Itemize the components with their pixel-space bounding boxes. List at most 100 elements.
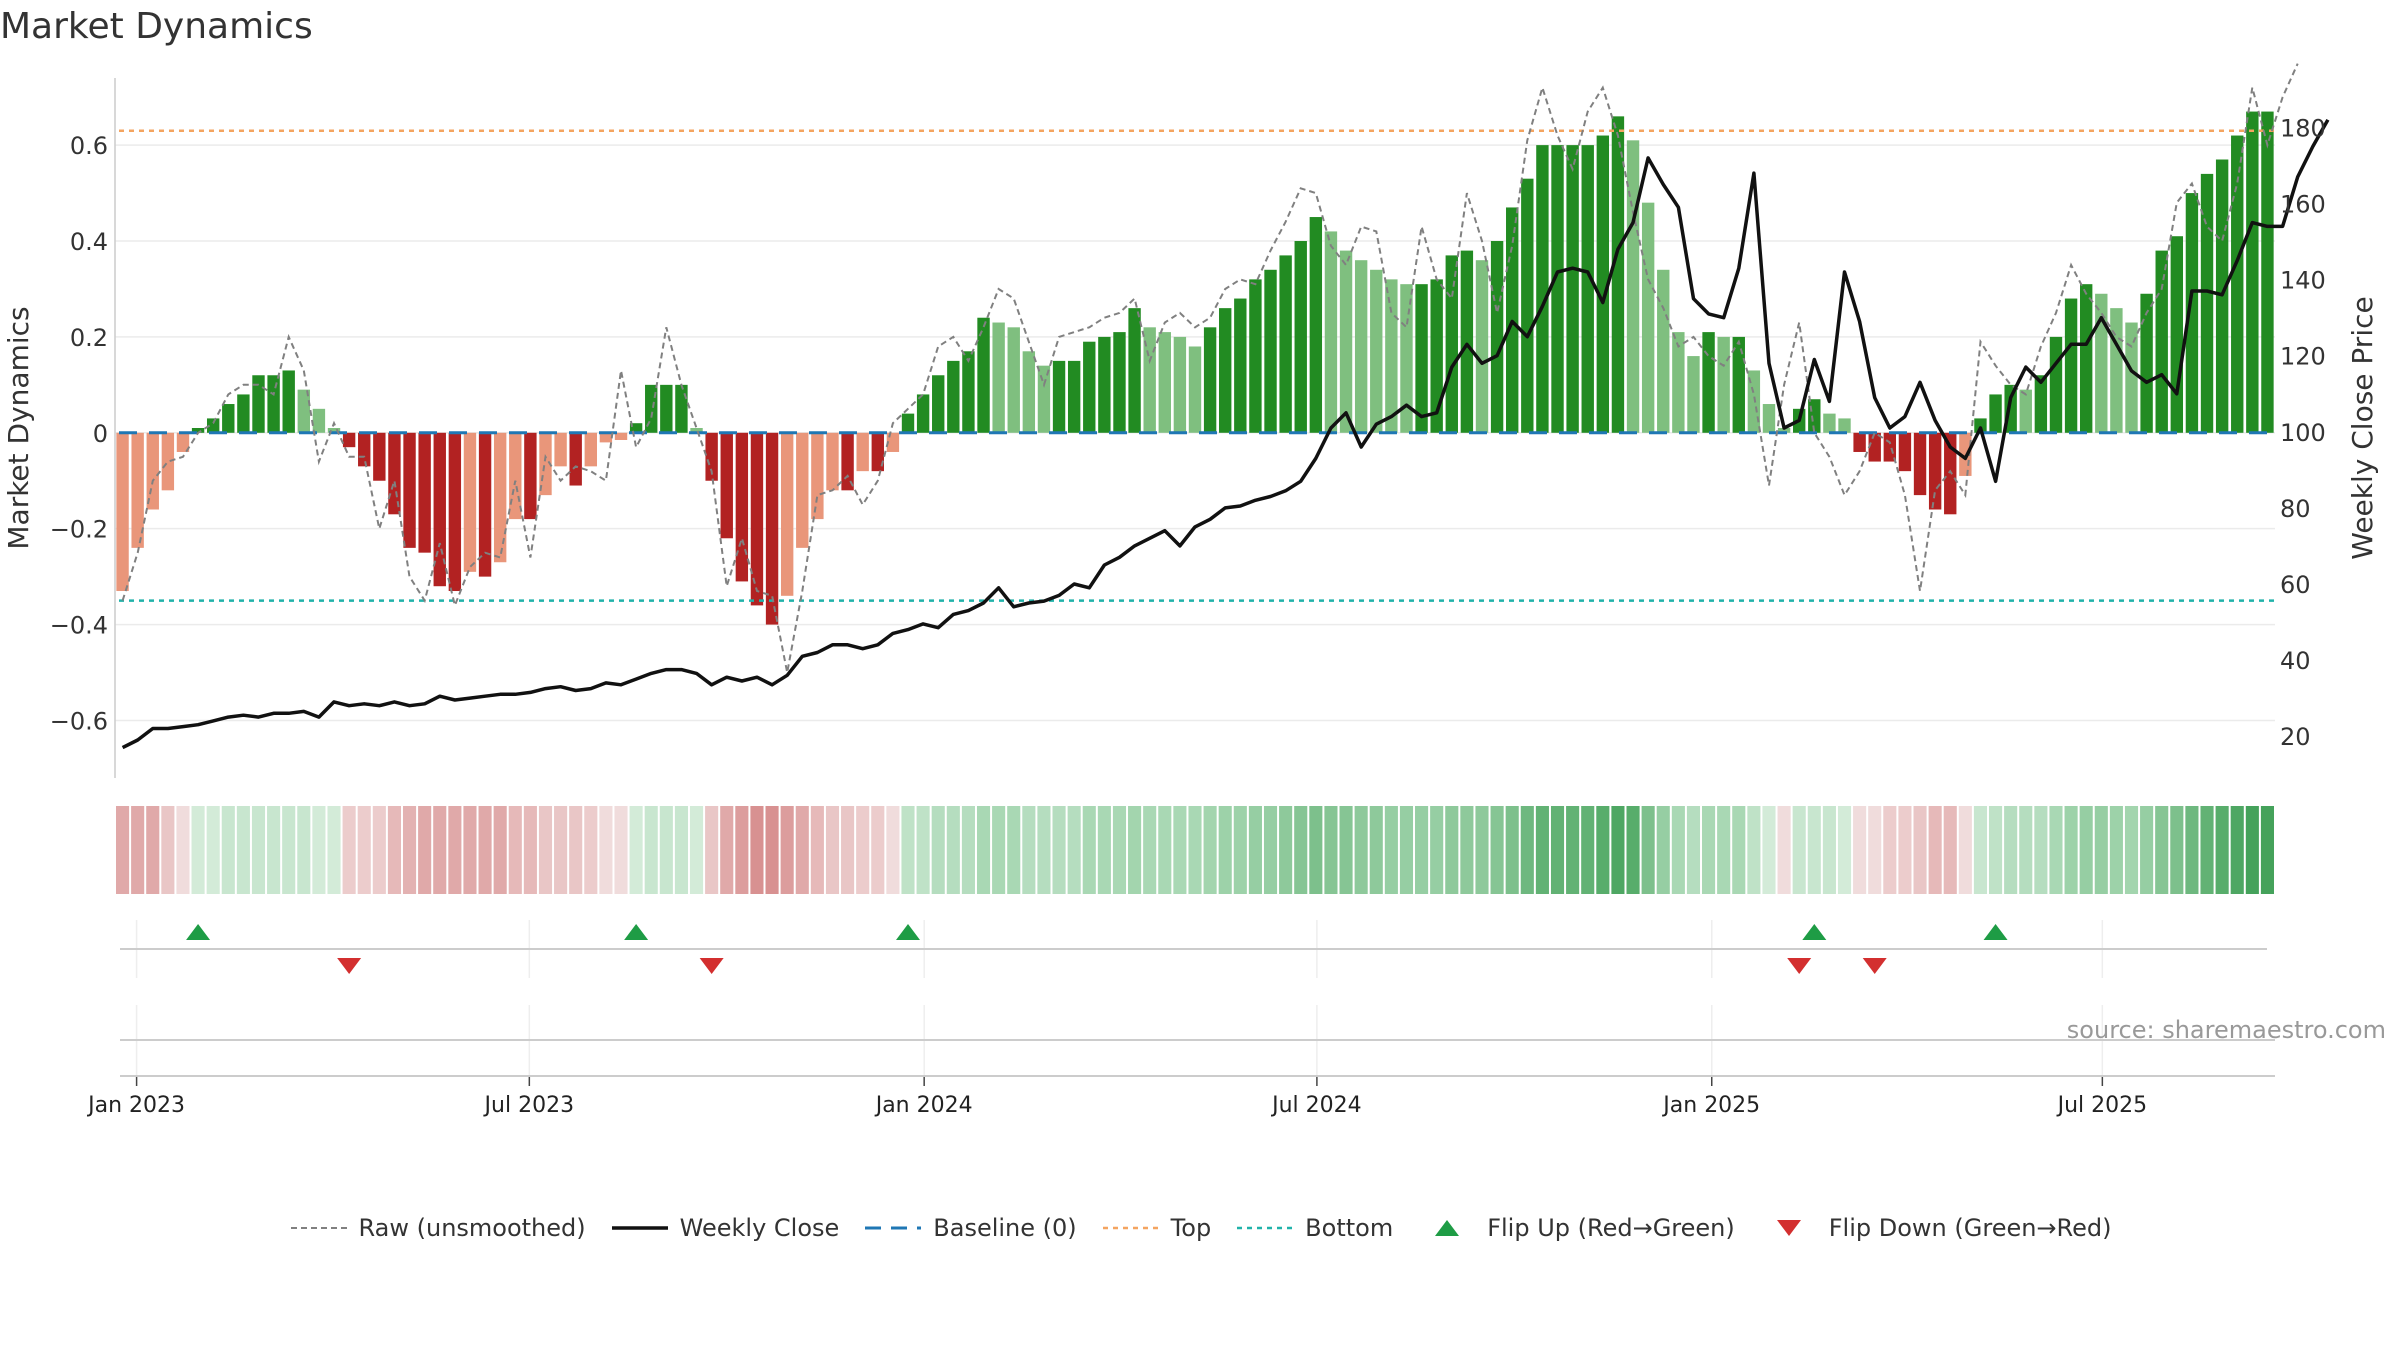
dynamics-bar bbox=[1687, 356, 1700, 433]
legend-label: Raw (unsmoothed) bbox=[358, 1214, 586, 1242]
dynamics-bar bbox=[2125, 322, 2138, 433]
regime-cell bbox=[1641, 806, 1655, 894]
regime-cell bbox=[402, 806, 417, 894]
regime-cell bbox=[1581, 806, 1595, 894]
dynamics-bar bbox=[584, 432, 597, 467]
regime-cell bbox=[1097, 806, 1111, 894]
regime-strip bbox=[116, 806, 2274, 894]
dynamics-bar bbox=[116, 432, 129, 592]
dynamics-bar bbox=[1521, 178, 1534, 433]
dynamics-bar bbox=[1309, 217, 1323, 433]
regime-cell bbox=[2215, 806, 2229, 894]
dynamics-bar bbox=[176, 432, 190, 452]
regime-cell bbox=[644, 806, 658, 894]
regime-cell bbox=[1218, 806, 1232, 894]
regime-cell bbox=[1837, 806, 1852, 894]
dynamics-bar bbox=[373, 432, 386, 481]
dynamics-bar bbox=[1581, 145, 1594, 433]
legend-swatch bbox=[611, 1226, 668, 1230]
regime-cell bbox=[387, 806, 401, 894]
regime-cell bbox=[916, 806, 930, 894]
regime-cell bbox=[2170, 806, 2184, 894]
dynamics-bar bbox=[1762, 404, 1776, 433]
regime-cell bbox=[357, 806, 371, 894]
flip-up-marker bbox=[624, 924, 649, 940]
dynamics-bar bbox=[1385, 279, 1398, 433]
dynamics-bar bbox=[1928, 432, 1942, 510]
regime-cell bbox=[569, 806, 583, 894]
regime-cell bbox=[674, 806, 688, 894]
regime-cell bbox=[1067, 806, 1081, 894]
y2-axis-title: Weekly Close Price bbox=[2346, 296, 2379, 559]
dynamics-bar bbox=[735, 432, 749, 582]
regime-cell bbox=[478, 806, 492, 894]
regime-cell bbox=[1324, 806, 1338, 894]
dynamics-bar bbox=[297, 389, 311, 433]
regime-cell bbox=[1415, 806, 1429, 894]
dynamics-bar bbox=[1083, 341, 1096, 433]
x-tick-label: Jul 2025 bbox=[2056, 1093, 2148, 1118]
regime-cell bbox=[538, 806, 553, 894]
dynamics-bar bbox=[1234, 298, 1247, 433]
dynamics-bar bbox=[720, 432, 733, 539]
y2-tick-label: 20 bbox=[2280, 723, 2311, 751]
dynamics-bar bbox=[2049, 336, 2063, 433]
regime-cell bbox=[1671, 806, 1685, 894]
dynamics-bar bbox=[1052, 360, 1066, 433]
y-tick-label: 0.2 bbox=[70, 324, 108, 352]
dynamics-bar bbox=[1219, 308, 1232, 433]
regime-cell bbox=[946, 806, 960, 894]
flip-down-marker bbox=[699, 958, 724, 974]
regime-cell bbox=[327, 806, 341, 894]
legend: Raw (unsmoothed) Weekly Close Baseline (0)… bbox=[0, 1208, 2400, 1248]
y-tick-label: 0.4 bbox=[70, 228, 108, 256]
regime-cell bbox=[1853, 806, 1867, 894]
dynamics-bar bbox=[811, 432, 824, 520]
regime-cell bbox=[599, 806, 613, 894]
regime-cell bbox=[659, 806, 673, 894]
regime-cell bbox=[433, 806, 447, 894]
regime-cell bbox=[1339, 806, 1353, 894]
regime-cell bbox=[1883, 806, 1897, 894]
dynamics-bar bbox=[2034, 375, 2048, 433]
dynamics-bar bbox=[1067, 360, 1081, 433]
legend-swatch bbox=[865, 1226, 922, 1230]
regime-cell bbox=[116, 806, 130, 894]
regime-cell bbox=[463, 806, 477, 894]
x-tick-label: Jul 2024 bbox=[1270, 1093, 1362, 1118]
dynamics-bar bbox=[947, 360, 960, 433]
dynamics-bar bbox=[267, 375, 280, 433]
regime-cell bbox=[1128, 806, 1142, 894]
dynamics-bar bbox=[1536, 145, 1549, 433]
dynamics-bar bbox=[1838, 418, 1851, 433]
dynamics-bar bbox=[327, 428, 341, 433]
regime-cell bbox=[2109, 806, 2123, 894]
dynamics-bar bbox=[1354, 260, 1368, 433]
dynamics-bar bbox=[871, 432, 884, 472]
regime-cell bbox=[705, 806, 719, 894]
regime-cell bbox=[976, 806, 991, 894]
y2-tick-label: 40 bbox=[2280, 647, 2311, 675]
regime-cell bbox=[1702, 806, 1716, 894]
dynamics-bar bbox=[146, 432, 159, 510]
regime-cell bbox=[236, 806, 250, 894]
dynamics-bar bbox=[1566, 145, 1579, 433]
regime-cell bbox=[131, 806, 145, 894]
legend-swatch bbox=[1435, 1220, 1460, 1236]
regime-cell bbox=[1943, 806, 1957, 894]
x-axis: Jan 2023 Jul 2023 Jan 2024 Jul 2024 Jan 2025… bbox=[86, 920, 2275, 1118]
y2-tick-label: 160 bbox=[2280, 191, 2326, 219]
dynamics-bar bbox=[1264, 269, 1277, 433]
regime-cell bbox=[1384, 806, 1398, 894]
dynamics-bar bbox=[388, 432, 401, 515]
regime-cell bbox=[2200, 806, 2214, 894]
dynamics-bar bbox=[524, 432, 537, 520]
y2-tick-label: 120 bbox=[2280, 343, 2326, 371]
dynamics-bar bbox=[1098, 336, 1111, 433]
dynamics-bar bbox=[932, 375, 945, 433]
dynamics-bar bbox=[1672, 332, 1685, 433]
y2-tick-label: 60 bbox=[2280, 571, 2311, 599]
regime-cell bbox=[765, 806, 779, 894]
dynamics-bar bbox=[1883, 432, 1897, 462]
regime-cell bbox=[856, 806, 870, 894]
